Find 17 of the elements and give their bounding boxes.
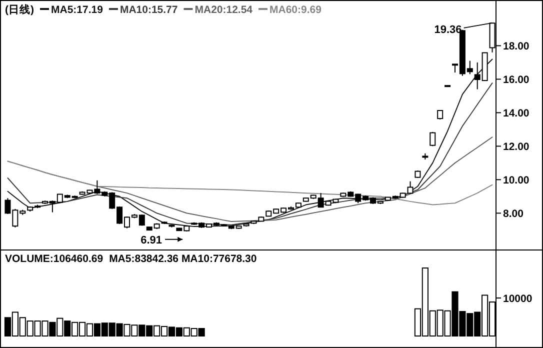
y-tick-label: 10.00 [503, 174, 530, 187]
text: 10000 [503, 293, 532, 305]
chart-title: VOLUME:106460.69 [5, 253, 104, 265]
legend-label: MA10:15.77 [120, 4, 178, 16]
legend-label: MA5:17.19 [51, 4, 104, 16]
y-tick-label: 12.00 [503, 141, 530, 154]
y-tick-label: 8.00 [503, 208, 524, 220]
line-series [7, 160, 493, 206]
chart-subtitle: MA5:83842.36 MA10:77678.30 [109, 253, 257, 265]
y-tick-label: 16.00 [503, 74, 530, 86]
legend-label: MA60:9.69 [270, 4, 322, 16]
annotation: 6.91 [140, 234, 162, 246]
y-tick-label: 14.00 [503, 108, 530, 120]
y-tick-label: 18.00 [503, 40, 530, 53]
annotation: 19.36 [434, 24, 462, 36]
legend-label: MA20:12.54 [194, 4, 253, 16]
chart-title: (日线) [5, 3, 34, 16]
